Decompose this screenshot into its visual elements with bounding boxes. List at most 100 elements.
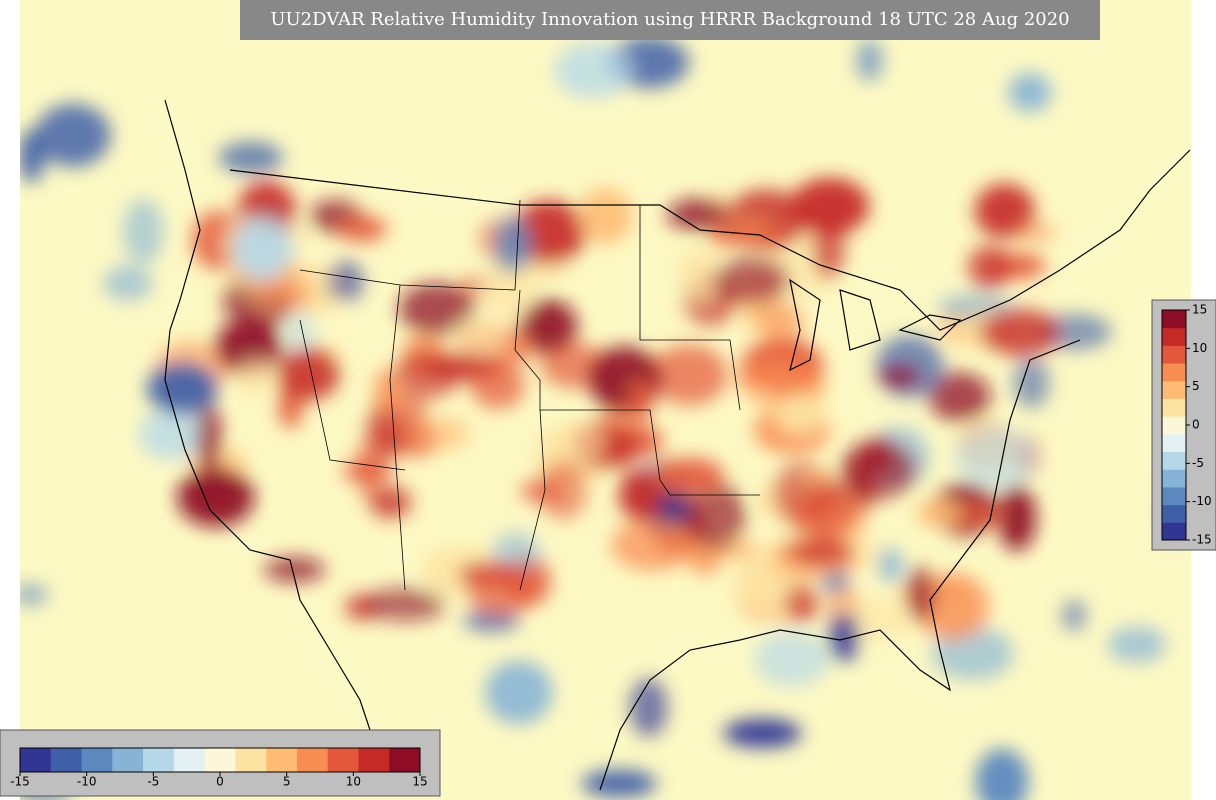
colorbar-tick-label: 5 <box>283 775 291 789</box>
humidity-patch <box>235 358 278 397</box>
colorbar-segment <box>235 748 267 772</box>
humidity-patch <box>879 365 920 388</box>
humidity-patch <box>878 547 903 583</box>
humidity-patch <box>520 478 564 505</box>
humidity-patch <box>790 177 870 235</box>
humidity-patch <box>263 556 326 583</box>
humidity-patch <box>667 198 729 231</box>
humidity-patch <box>629 678 668 737</box>
humidity-patch <box>745 388 777 413</box>
humidity-patch <box>611 519 694 572</box>
humidity-patch <box>1107 626 1166 664</box>
humidity-patch <box>578 188 633 244</box>
humidity-patch <box>967 245 1011 291</box>
humidity-patch <box>336 215 387 242</box>
horizontal-colorbar: -15 -10 -5 0 5 10 15 <box>10 747 428 789</box>
humidity-patch <box>687 483 746 550</box>
humidity-patch <box>1008 72 1052 113</box>
colorbar-segment <box>358 748 390 772</box>
humidity-patch <box>484 262 535 320</box>
humidity-patch <box>35 103 111 167</box>
west-coast <box>164 99 381 761</box>
colorbar-segment <box>1162 398 1186 417</box>
humidity-patch <box>395 392 427 441</box>
humidity-patch <box>452 317 507 355</box>
colorbar-segment <box>296 748 329 772</box>
colorbar-tick-label: -15 <box>10 775 30 789</box>
humidity-patch <box>856 38 884 82</box>
humidity-patch <box>795 485 858 540</box>
humidity-patch <box>562 419 606 463</box>
colorbar-tick-label: 10 <box>1192 341 1207 355</box>
humidity-patch <box>103 265 153 302</box>
colorbar-tick-label: 10 <box>346 775 361 789</box>
northern-border <box>229 149 1191 331</box>
colorbar-tick-label: -10 <box>77 775 97 789</box>
colorbar-tick-label: 15 <box>1192 303 1207 317</box>
humidity-patch <box>979 308 1060 357</box>
colorbar-segment <box>143 748 175 772</box>
humidity-patch <box>494 217 532 274</box>
humidity-patch <box>875 335 944 398</box>
humidity-patch <box>906 565 934 622</box>
humidity-patch <box>650 344 728 406</box>
humidity-patch <box>753 631 830 687</box>
colorbar-segment <box>1162 345 1186 364</box>
colorbar-segment <box>1162 522 1186 541</box>
colorbar-tick-label: -15 <box>1192 533 1212 547</box>
humidity-patch <box>364 587 446 622</box>
humidity-patch <box>628 379 653 421</box>
colorbar-segment <box>1162 310 1186 329</box>
humidity-patch <box>723 718 802 748</box>
colorbar-segment <box>112 748 144 772</box>
map-title: UU2DVAR Relative Humidity Innovation usi… <box>270 9 1069 30</box>
colorbar-segment <box>1162 433 1186 453</box>
colorbar-segment <box>1162 504 1186 523</box>
humidity-patch <box>218 141 284 174</box>
humidity-patch <box>138 409 204 460</box>
humidity-patch <box>1013 357 1050 409</box>
humidity-patch <box>356 435 382 501</box>
humidity-patch <box>519 299 578 355</box>
humidity-patch <box>251 279 315 312</box>
colorbar-segment <box>1162 469 1186 488</box>
humidity-patch <box>712 256 790 304</box>
colorbar-segment <box>1162 327 1186 346</box>
humidity-patch <box>276 347 340 401</box>
humidity-patch <box>196 404 222 471</box>
humidity-patch <box>581 769 657 798</box>
south-east-coast <box>599 339 1081 791</box>
humidity-patch <box>975 748 1029 800</box>
humidity-patch <box>974 183 1035 239</box>
humidity-patch <box>460 274 493 298</box>
humidity-patch <box>656 457 724 495</box>
colorbar-segment <box>204 748 236 772</box>
colorbar-tick-label: 0 <box>216 775 224 789</box>
title-box <box>240 0 1100 40</box>
colorbar-segment <box>1162 380 1186 399</box>
colorbar-segment <box>327 748 359 772</box>
humidity-patch <box>470 362 525 409</box>
humidity-field <box>20 36 1191 800</box>
vertical-colorbar: -15 -10 -5 0 5 10 15 <box>1161 303 1212 547</box>
humidity-patch <box>928 371 991 423</box>
humidity-patch <box>774 393 827 436</box>
humidity-patch <box>618 468 663 522</box>
humidity-patch <box>553 41 633 99</box>
humidity-patch <box>1061 599 1087 632</box>
humidity-patch <box>484 660 553 725</box>
humidity-patch <box>374 368 402 416</box>
humidity-patch <box>398 282 476 336</box>
humidity-patch <box>840 440 917 500</box>
humidity-patch <box>327 260 364 302</box>
state-lines <box>299 199 760 591</box>
colorbar-segment <box>1162 416 1186 435</box>
humidity-patch <box>678 247 719 299</box>
humidity-patch <box>828 612 860 663</box>
humidity-patch <box>284 311 316 355</box>
colorbar-segment <box>389 748 421 772</box>
humidity-patch <box>785 584 819 623</box>
humidity-patch <box>812 215 845 280</box>
colorbar-tick-label: 15 <box>412 775 427 789</box>
colorbar-tick-label: 0 <box>1192 418 1200 432</box>
